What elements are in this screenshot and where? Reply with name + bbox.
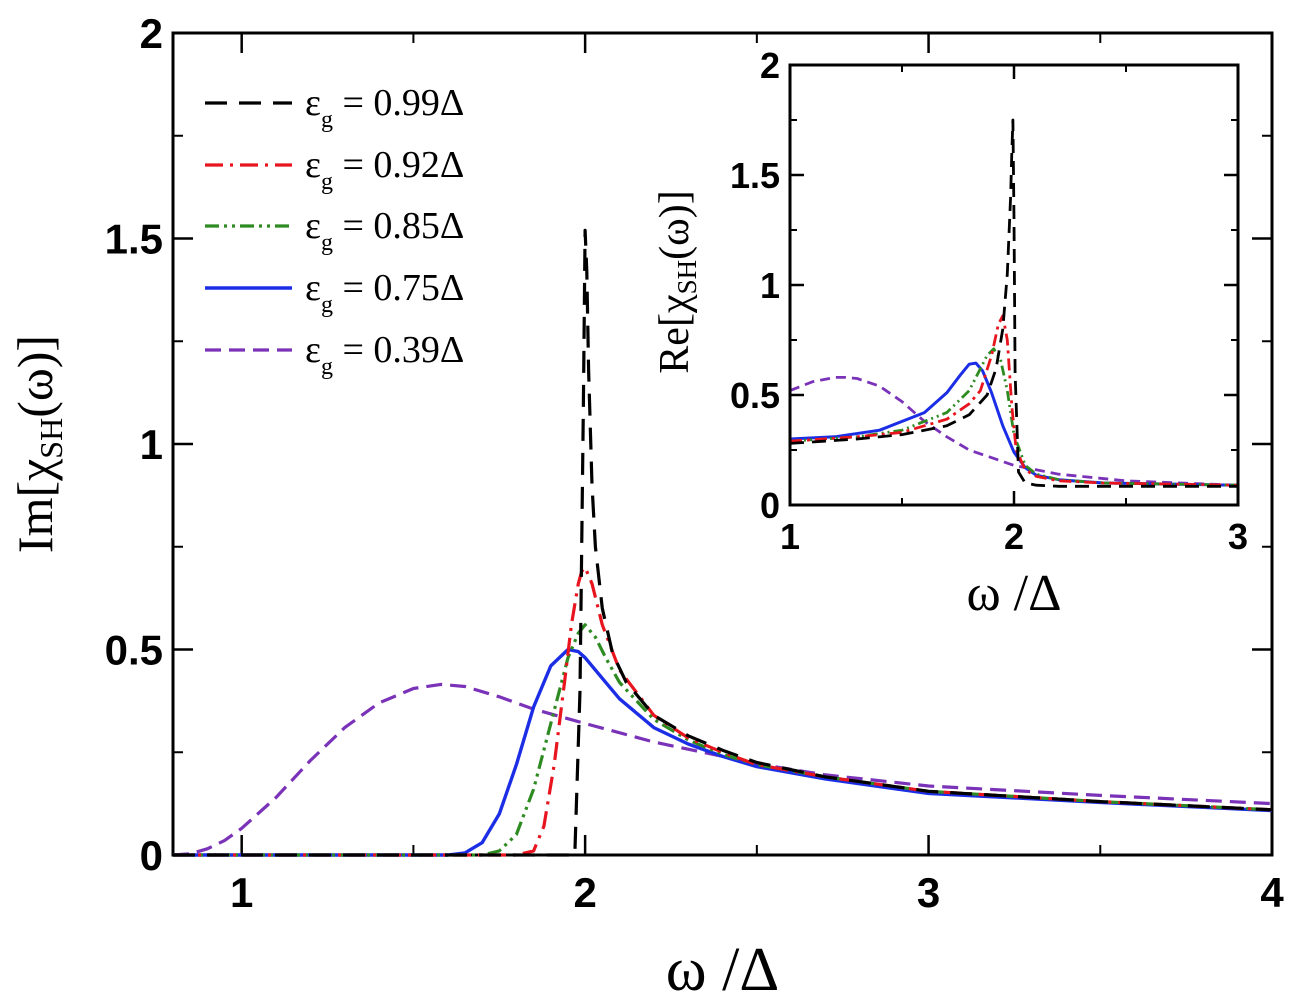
legend-value: = 0.99Δ — [333, 82, 464, 124]
inset-y-label-sub: SH — [672, 260, 702, 295]
series-line-4 — [789, 375, 1239, 487]
series-line-0 — [173, 228, 1273, 857]
x-tick-label: 1 — [780, 516, 800, 557]
y-tick-label: 1 — [140, 421, 163, 468]
legend-entry-1: εg = 0.92Δ — [305, 144, 464, 195]
legend-value: = 0.75Δ — [333, 267, 464, 309]
main-x-axis-label: ω /Δ — [666, 936, 779, 1004]
y-tick-label: 1 — [760, 265, 780, 306]
y-tick-label: 0 — [140, 832, 163, 879]
legend-entry-2: εg = 0.85Δ — [305, 205, 464, 256]
legend-entry-4: εg = 0.39Δ — [305, 329, 464, 380]
main-ticks: 1 2 3 4 0 0.5 1 1.5 2 — [105, 10, 1285, 916]
series-line-0 — [789, 118, 1238, 488]
y-tick-label: 2 — [760, 45, 780, 86]
y-tick-label: 0 — [760, 485, 780, 526]
main-series — [172, 228, 1273, 857]
inset-plot: 1 2 3 0 0.5 1 1.5 2 ω /Δ Re[χSH(ω)] — [652, 45, 1248, 622]
y-tick-label: 1.5 — [730, 155, 780, 196]
series-line-2 — [173, 623, 1273, 857]
inset-y-axis-label: Re[χSH(ω)] — [652, 190, 702, 373]
legend-subscript: g — [321, 107, 333, 133]
legend-symbol: ε — [305, 205, 321, 247]
x-tick-label: 4 — [1260, 869, 1284, 916]
x-tick-label: 1 — [230, 869, 253, 916]
main-y-axis-label: Im[χSH(ω)] — [7, 335, 69, 553]
series-line-1 — [173, 565, 1273, 857]
main-y-label-pre: Im[χ — [7, 459, 63, 553]
series-line-3 — [173, 647, 1273, 857]
series-line-2 — [789, 347, 1239, 487]
legend-entry-3: εg = 0.75Δ — [305, 267, 464, 318]
y-tick-label: 0.5 — [105, 627, 163, 674]
legend-symbol: ε — [305, 144, 321, 186]
legend-subscript: g — [321, 292, 333, 318]
main-y-label-post: (ω)] — [7, 335, 63, 418]
inset-x-axis-label: ω /Δ — [966, 565, 1061, 622]
x-tick-label: 3 — [1228, 516, 1248, 557]
inset-series — [789, 118, 1239, 488]
legend-entry-0: εg = 0.99Δ — [305, 82, 464, 133]
inset-ticks: 1 2 3 0 0.5 1 1.5 2 — [730, 45, 1248, 557]
x-tick-label: 2 — [1004, 516, 1024, 557]
y-tick-label: 2 — [140, 10, 163, 57]
legend-value: = 0.92Δ — [333, 144, 464, 186]
legend-subscript: g — [321, 354, 333, 380]
main-y-label-sub: SH — [33, 418, 69, 459]
legend-value: = 0.85Δ — [333, 205, 464, 247]
x-tick-label: 3 — [917, 869, 940, 916]
legend-value: = 0.39Δ — [333, 329, 464, 371]
inset-y-label-pre: Re[χ — [652, 294, 698, 374]
y-tick-label: 0.5 — [730, 375, 780, 416]
legend-symbol: ε — [305, 329, 321, 371]
legend-subscript: g — [321, 230, 333, 256]
legend-symbol: ε — [305, 267, 321, 309]
inset-y-label-post: (ω)] — [652, 190, 698, 260]
legend-subscript: g — [321, 169, 333, 195]
series-line-4 — [172, 682, 1273, 857]
legend-symbol: ε — [305, 82, 321, 124]
x-tick-label: 2 — [573, 869, 596, 916]
y-tick-label: 1.5 — [105, 216, 163, 263]
main-plot: 1 2 3 400.511.52 ω /Δ Im[χSH(ω)] — [7, 10, 1284, 1004]
